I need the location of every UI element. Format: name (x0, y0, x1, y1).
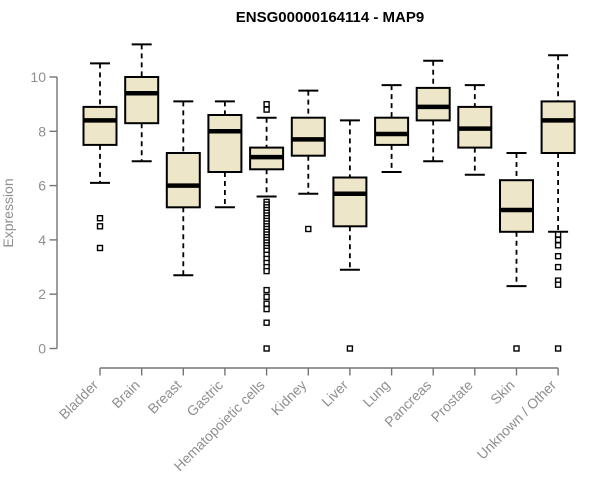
x-tick-label-prostate: Prostate (428, 377, 476, 425)
y-tick-label-0: 0 (38, 341, 46, 357)
outlier-point (554, 345, 562, 352)
outlier-point (554, 231, 562, 238)
y-tick-label-10: 10 (30, 69, 46, 85)
boxplot-lung (374, 84, 410, 173)
outlier-point (263, 267, 270, 275)
x-tick-label-brain: Brain (108, 377, 142, 411)
outlier-point (96, 244, 104, 252)
x-tick-label-liver: Liver (318, 377, 351, 410)
iqr-box (82, 105, 118, 146)
outlier-point (513, 345, 520, 352)
outlier-point (263, 286, 270, 294)
outlier-point (263, 305, 270, 313)
outlier-point (263, 300, 270, 307)
boxplot-liver (332, 119, 368, 352)
boxplot-breast (165, 100, 201, 277)
outlier-point (554, 236, 562, 244)
y-tick-label-4: 4 (38, 232, 46, 248)
outlier-point (263, 100, 270, 108)
x-tick-label-skin: Skin (487, 377, 518, 408)
boxplot-gastric (207, 100, 243, 209)
boxplot-brain (124, 43, 160, 163)
outlier-point (263, 106, 270, 113)
iqr-box (374, 116, 410, 146)
y-tick-label-8: 8 (38, 123, 46, 139)
boxplot-bladder (82, 62, 118, 252)
y-axis-label: Expression (0, 178, 16, 247)
x-tick-label-bladder: Bladder (56, 377, 102, 423)
outlier-point (96, 214, 104, 222)
boxplot-skin (499, 152, 534, 352)
box-series (82, 43, 576, 352)
outlier-point (554, 242, 562, 249)
x-tick-label-kidney: Kidney (268, 377, 310, 419)
x-tick-label-lung: Lung (359, 377, 392, 410)
x-tick-label-breast: Breast (144, 377, 184, 417)
iqr-box (290, 116, 326, 157)
iqr-box (540, 100, 576, 154)
iqr-box (124, 76, 160, 125)
boxplot-pancreas (415, 59, 451, 163)
iqr-box (415, 86, 451, 122)
outlier-point (96, 223, 104, 230)
outlier-point (263, 319, 270, 326)
iqr-box (332, 176, 368, 228)
boxplot-prostate (457, 84, 493, 176)
boxplot-kidney (290, 89, 326, 233)
x-tick-label-unknown-other: Unknown / Other (474, 377, 560, 463)
iqr-box (499, 179, 534, 233)
outlier-point (263, 293, 270, 301)
iqr-box (165, 152, 201, 209)
outlier-point (554, 263, 562, 271)
outlier-point (263, 345, 270, 352)
outlier-point (554, 281, 562, 288)
boxplot-hematopoietic-cells (249, 100, 285, 352)
y-tick-label-2: 2 (38, 286, 46, 302)
boxplot-unknown-other (540, 54, 576, 352)
iqr-box (207, 114, 243, 173)
outlier-point (346, 345, 354, 352)
y-tick-label-6: 6 (38, 178, 46, 194)
chart-title: ENSG00000164114 - MAP9 (236, 9, 424, 26)
outlier-point (554, 252, 562, 260)
outlier-point (305, 225, 312, 233)
